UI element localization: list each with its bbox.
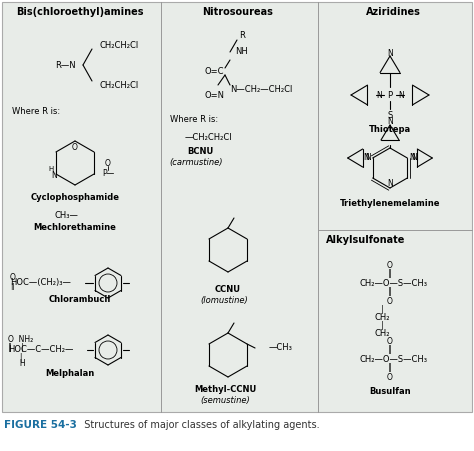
Text: HOC—(CH₂)₃—: HOC—(CH₂)₃— bbox=[10, 279, 71, 287]
Text: R: R bbox=[239, 31, 245, 40]
Text: S: S bbox=[387, 110, 392, 120]
Text: P—: P— bbox=[102, 170, 114, 179]
Text: (carmustine): (carmustine) bbox=[169, 158, 223, 167]
Text: O=N: O=N bbox=[205, 91, 225, 100]
Text: Bis(chloroethyl)amines: Bis(chloroethyl)amines bbox=[16, 7, 144, 17]
Text: FIGURE 54-3: FIGURE 54-3 bbox=[4, 420, 77, 430]
Text: Alkylsulfonate: Alkylsulfonate bbox=[326, 235, 405, 245]
Text: Aziridines: Aziridines bbox=[365, 7, 420, 17]
Text: |: | bbox=[381, 304, 383, 313]
Text: Structures of major classes of alkylating agents.: Structures of major classes of alkylatin… bbox=[78, 420, 319, 430]
Text: ‖: ‖ bbox=[388, 345, 392, 354]
Text: N: N bbox=[376, 91, 382, 100]
Text: CCNU: CCNU bbox=[215, 285, 241, 295]
Text: ‖: ‖ bbox=[388, 287, 392, 296]
Text: BCNU: BCNU bbox=[187, 147, 213, 156]
Text: O: O bbox=[387, 373, 393, 382]
Text: Where R is:: Where R is: bbox=[12, 107, 60, 116]
Text: R—N: R—N bbox=[55, 60, 76, 69]
Text: Busulfan: Busulfan bbox=[369, 387, 411, 396]
Text: |: | bbox=[8, 354, 22, 363]
Text: Triethylenemelamine: Triethylenemelamine bbox=[340, 199, 440, 208]
Text: H: H bbox=[48, 166, 54, 172]
Text: CH₂CH₂Cl: CH₂CH₂Cl bbox=[100, 80, 139, 89]
Text: O: O bbox=[105, 160, 111, 169]
Text: O: O bbox=[72, 143, 78, 152]
Text: O=C: O=C bbox=[205, 68, 225, 77]
Text: O  NH₂: O NH₂ bbox=[8, 336, 33, 345]
Text: CH₃—: CH₃— bbox=[55, 211, 79, 220]
Text: N: N bbox=[387, 179, 393, 188]
Text: Thiotepa: Thiotepa bbox=[369, 124, 411, 133]
Text: ‖: ‖ bbox=[388, 364, 392, 373]
Text: N: N bbox=[398, 91, 404, 100]
Text: N: N bbox=[387, 49, 393, 57]
Text: N: N bbox=[387, 118, 393, 126]
Text: Where R is:: Where R is: bbox=[170, 115, 218, 124]
Text: ‖: ‖ bbox=[388, 270, 392, 279]
Text: —CH₃: —CH₃ bbox=[269, 344, 293, 353]
Text: N: N bbox=[365, 153, 371, 162]
Text: CH₂: CH₂ bbox=[374, 313, 390, 322]
Text: N: N bbox=[411, 153, 417, 162]
Text: O: O bbox=[387, 336, 393, 345]
Text: Melphalan: Melphalan bbox=[46, 369, 95, 378]
Text: CH₂CH₂Cl: CH₂CH₂Cl bbox=[100, 41, 139, 50]
Text: ‖: ‖ bbox=[10, 283, 13, 290]
Text: N: N bbox=[51, 171, 57, 180]
Text: N: N bbox=[363, 153, 369, 162]
Text: |: | bbox=[381, 321, 383, 330]
Text: ‖    |: ‖ | bbox=[8, 344, 24, 353]
FancyBboxPatch shape bbox=[2, 2, 472, 412]
Text: H: H bbox=[8, 359, 26, 368]
Text: (lomustine): (lomustine) bbox=[200, 295, 248, 304]
Text: Nitrosoureas: Nitrosoureas bbox=[202, 7, 273, 17]
Text: Chlorambucil: Chlorambucil bbox=[49, 295, 111, 304]
Text: Cyclophosphamide: Cyclophosphamide bbox=[30, 193, 119, 202]
Text: P: P bbox=[387, 91, 392, 100]
Text: N: N bbox=[410, 153, 415, 162]
Text: O: O bbox=[387, 296, 393, 305]
Text: O: O bbox=[387, 261, 393, 270]
Text: O: O bbox=[10, 273, 16, 282]
Text: CH₂—O—S—CH₃: CH₂—O—S—CH₃ bbox=[360, 279, 428, 287]
Text: HOC—C—CH₂—: HOC—C—CH₂— bbox=[8, 345, 73, 354]
Text: Mechlorethamine: Mechlorethamine bbox=[34, 224, 117, 233]
Text: CH₂: CH₂ bbox=[374, 328, 390, 337]
Text: N—CH₂—CH₂Cl: N—CH₂—CH₂Cl bbox=[230, 86, 292, 95]
Text: CH₂—O—S—CH₃: CH₂—O—S—CH₃ bbox=[360, 354, 428, 364]
Text: (semustine): (semustine) bbox=[200, 396, 250, 405]
Text: Methyl-CCNU: Methyl-CCNU bbox=[194, 386, 256, 395]
Text: NH: NH bbox=[235, 47, 248, 56]
Text: —CH₂CH₂Cl: —CH₂CH₂Cl bbox=[185, 133, 233, 143]
